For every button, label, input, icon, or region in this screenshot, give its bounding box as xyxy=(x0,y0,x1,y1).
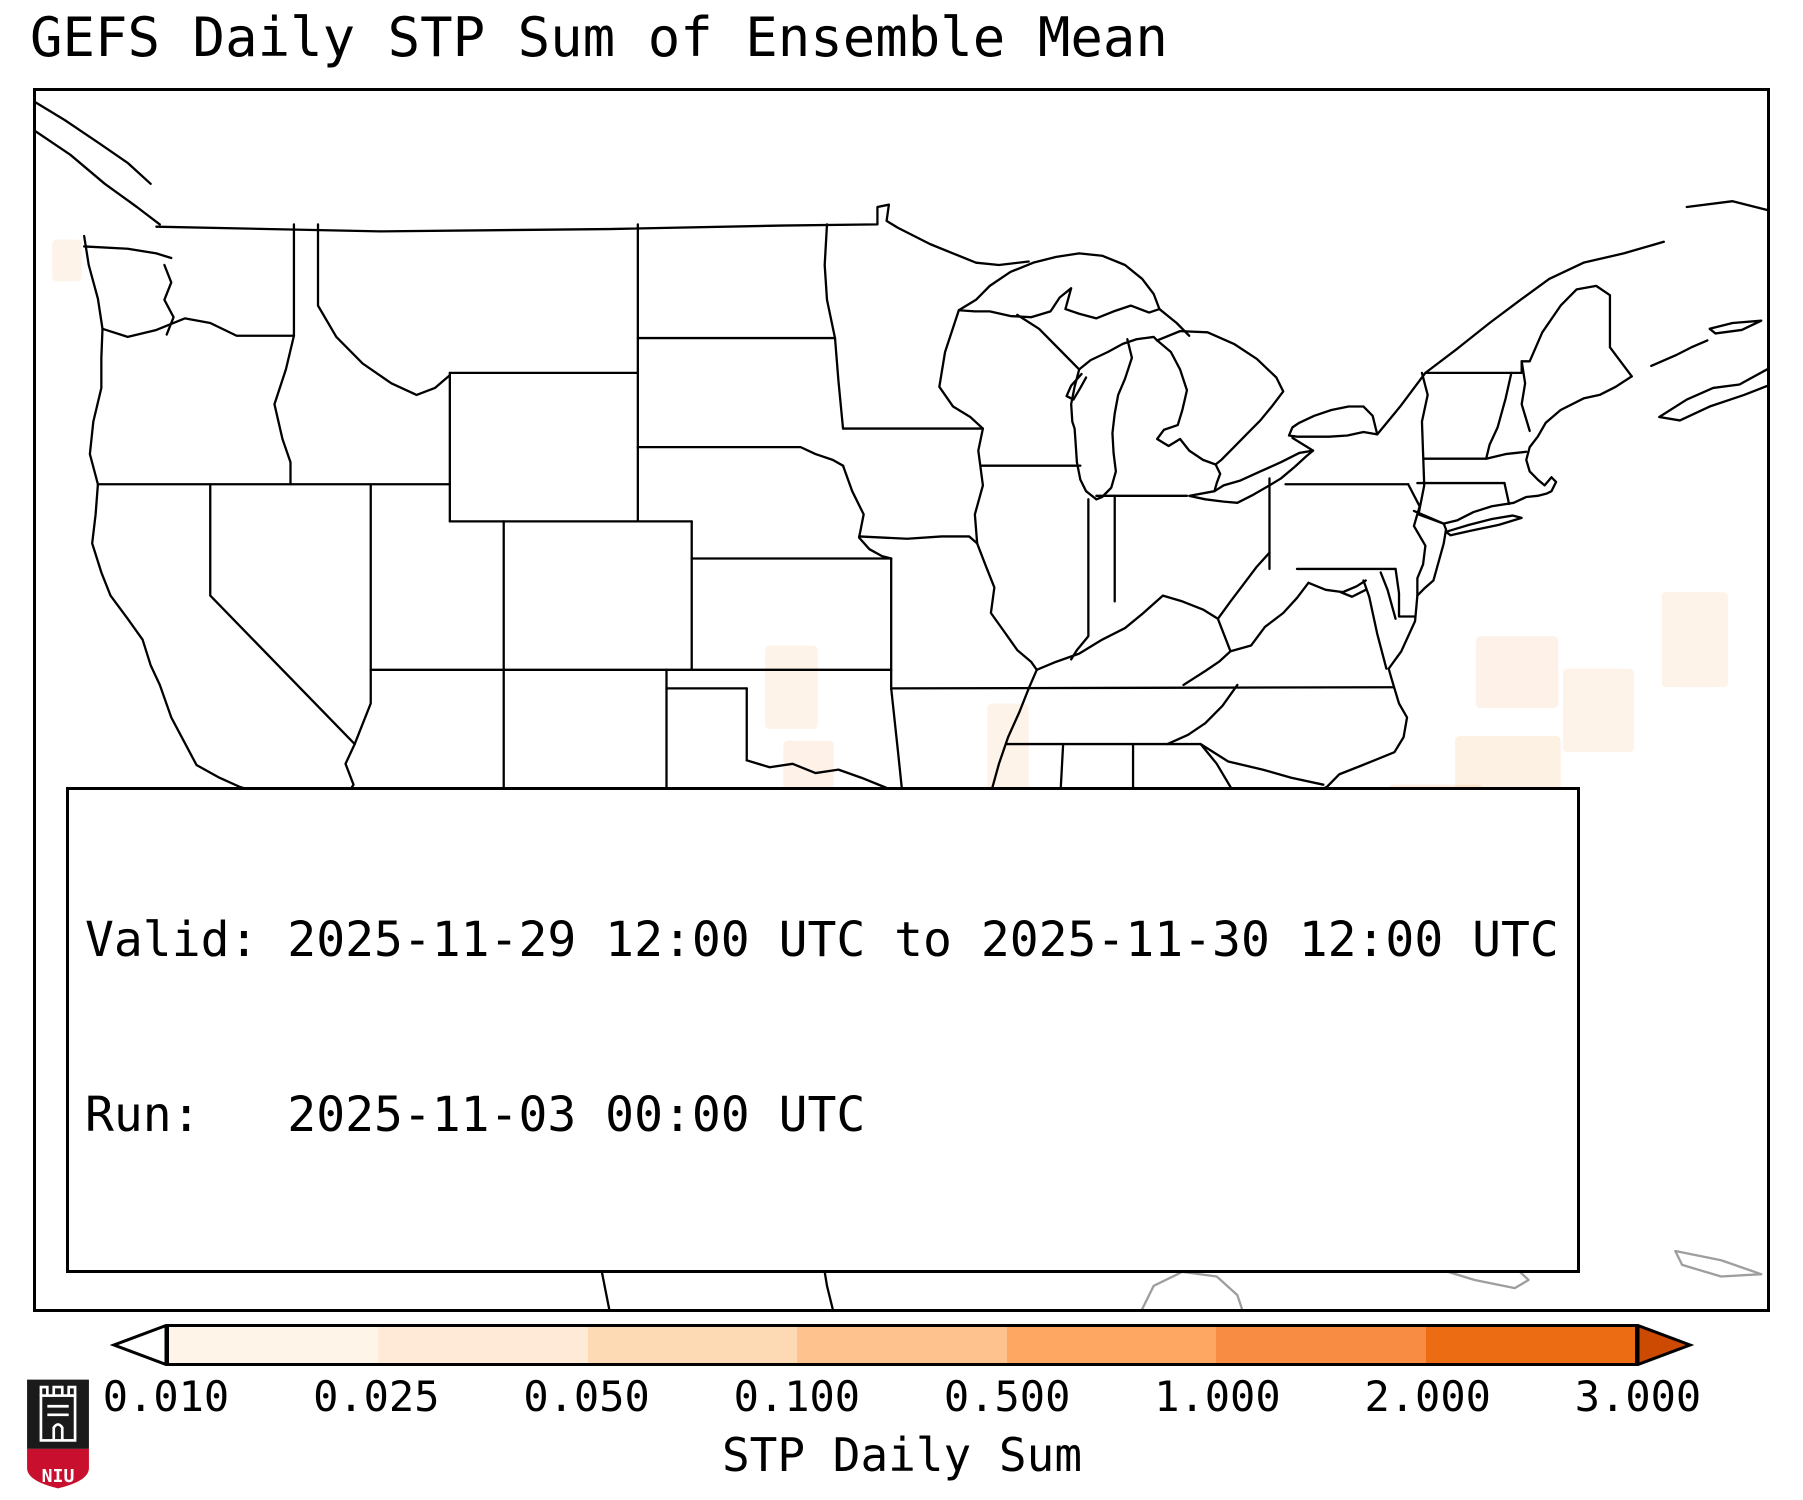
colorbar-label: STP Daily Sum xyxy=(721,1428,1083,1482)
colorbar-segment xyxy=(1216,1327,1426,1363)
colorbar-segment xyxy=(1425,1327,1635,1363)
info-box: Valid: 2025-11-29 12:00 UTC to 2025-11-3… xyxy=(66,786,1580,1273)
shield-banner xyxy=(27,1448,89,1489)
niu-logo: NIU xyxy=(26,1378,90,1490)
colorbar-segment xyxy=(378,1327,588,1363)
stp-shading-patch xyxy=(52,239,82,282)
page-title: GEFS Daily STP Sum of Ensemble Mean xyxy=(30,6,1168,69)
niu-logo-text: NIU xyxy=(42,1466,75,1487)
stp-shading-patch xyxy=(1661,592,1729,688)
colorbar-tick-label: 0.010 xyxy=(102,1372,230,1421)
colorbar-tick-label: 0.025 xyxy=(313,1372,440,1421)
castle-icon xyxy=(39,1385,77,1442)
colorbar-segment xyxy=(587,1327,798,1363)
colorbar-tick-label: 1.000 xyxy=(1154,1372,1281,1421)
niu-shield-icon: NIU xyxy=(27,1379,89,1489)
colorbar xyxy=(110,1324,1694,1366)
colorbar-tick-label: 0.050 xyxy=(523,1372,650,1421)
stp-shading-patch xyxy=(765,645,818,729)
stp-shading-patch xyxy=(987,703,1029,799)
colorbar-segment xyxy=(169,1327,379,1363)
colorbar-segment xyxy=(797,1327,1007,1363)
colorbar-segment xyxy=(1006,1327,1217,1363)
valid-time-text: Valid: 2025-11-29 12:00 UTC to 2025-11-3… xyxy=(85,911,1559,968)
colorbar-under-arrow xyxy=(110,1324,166,1366)
colorbar-body xyxy=(166,1324,1638,1366)
stp-shading-patch xyxy=(1475,636,1559,709)
colorbar-ticks: 0.010 0.025 0.050 0.100 0.500 1.000 2.000 3.000 xyxy=(103,1372,1701,1424)
map-frame: Valid: 2025-11-29 12:00 UTC to 2025-11-3… xyxy=(33,88,1770,1312)
colorbar-tick-label: 2.000 xyxy=(1364,1372,1491,1421)
colorbar-tick-label: 0.500 xyxy=(943,1372,1071,1421)
colorbar-tick-label: 3.000 xyxy=(1574,1372,1702,1421)
run-time-text: Run: 2025-11-03 00:00 UTC xyxy=(85,1087,866,1144)
stp-shading-patch xyxy=(1562,668,1635,753)
colorbar-tick-label: 0.100 xyxy=(733,1372,861,1421)
colorbar-over-arrow xyxy=(1638,1324,1694,1366)
